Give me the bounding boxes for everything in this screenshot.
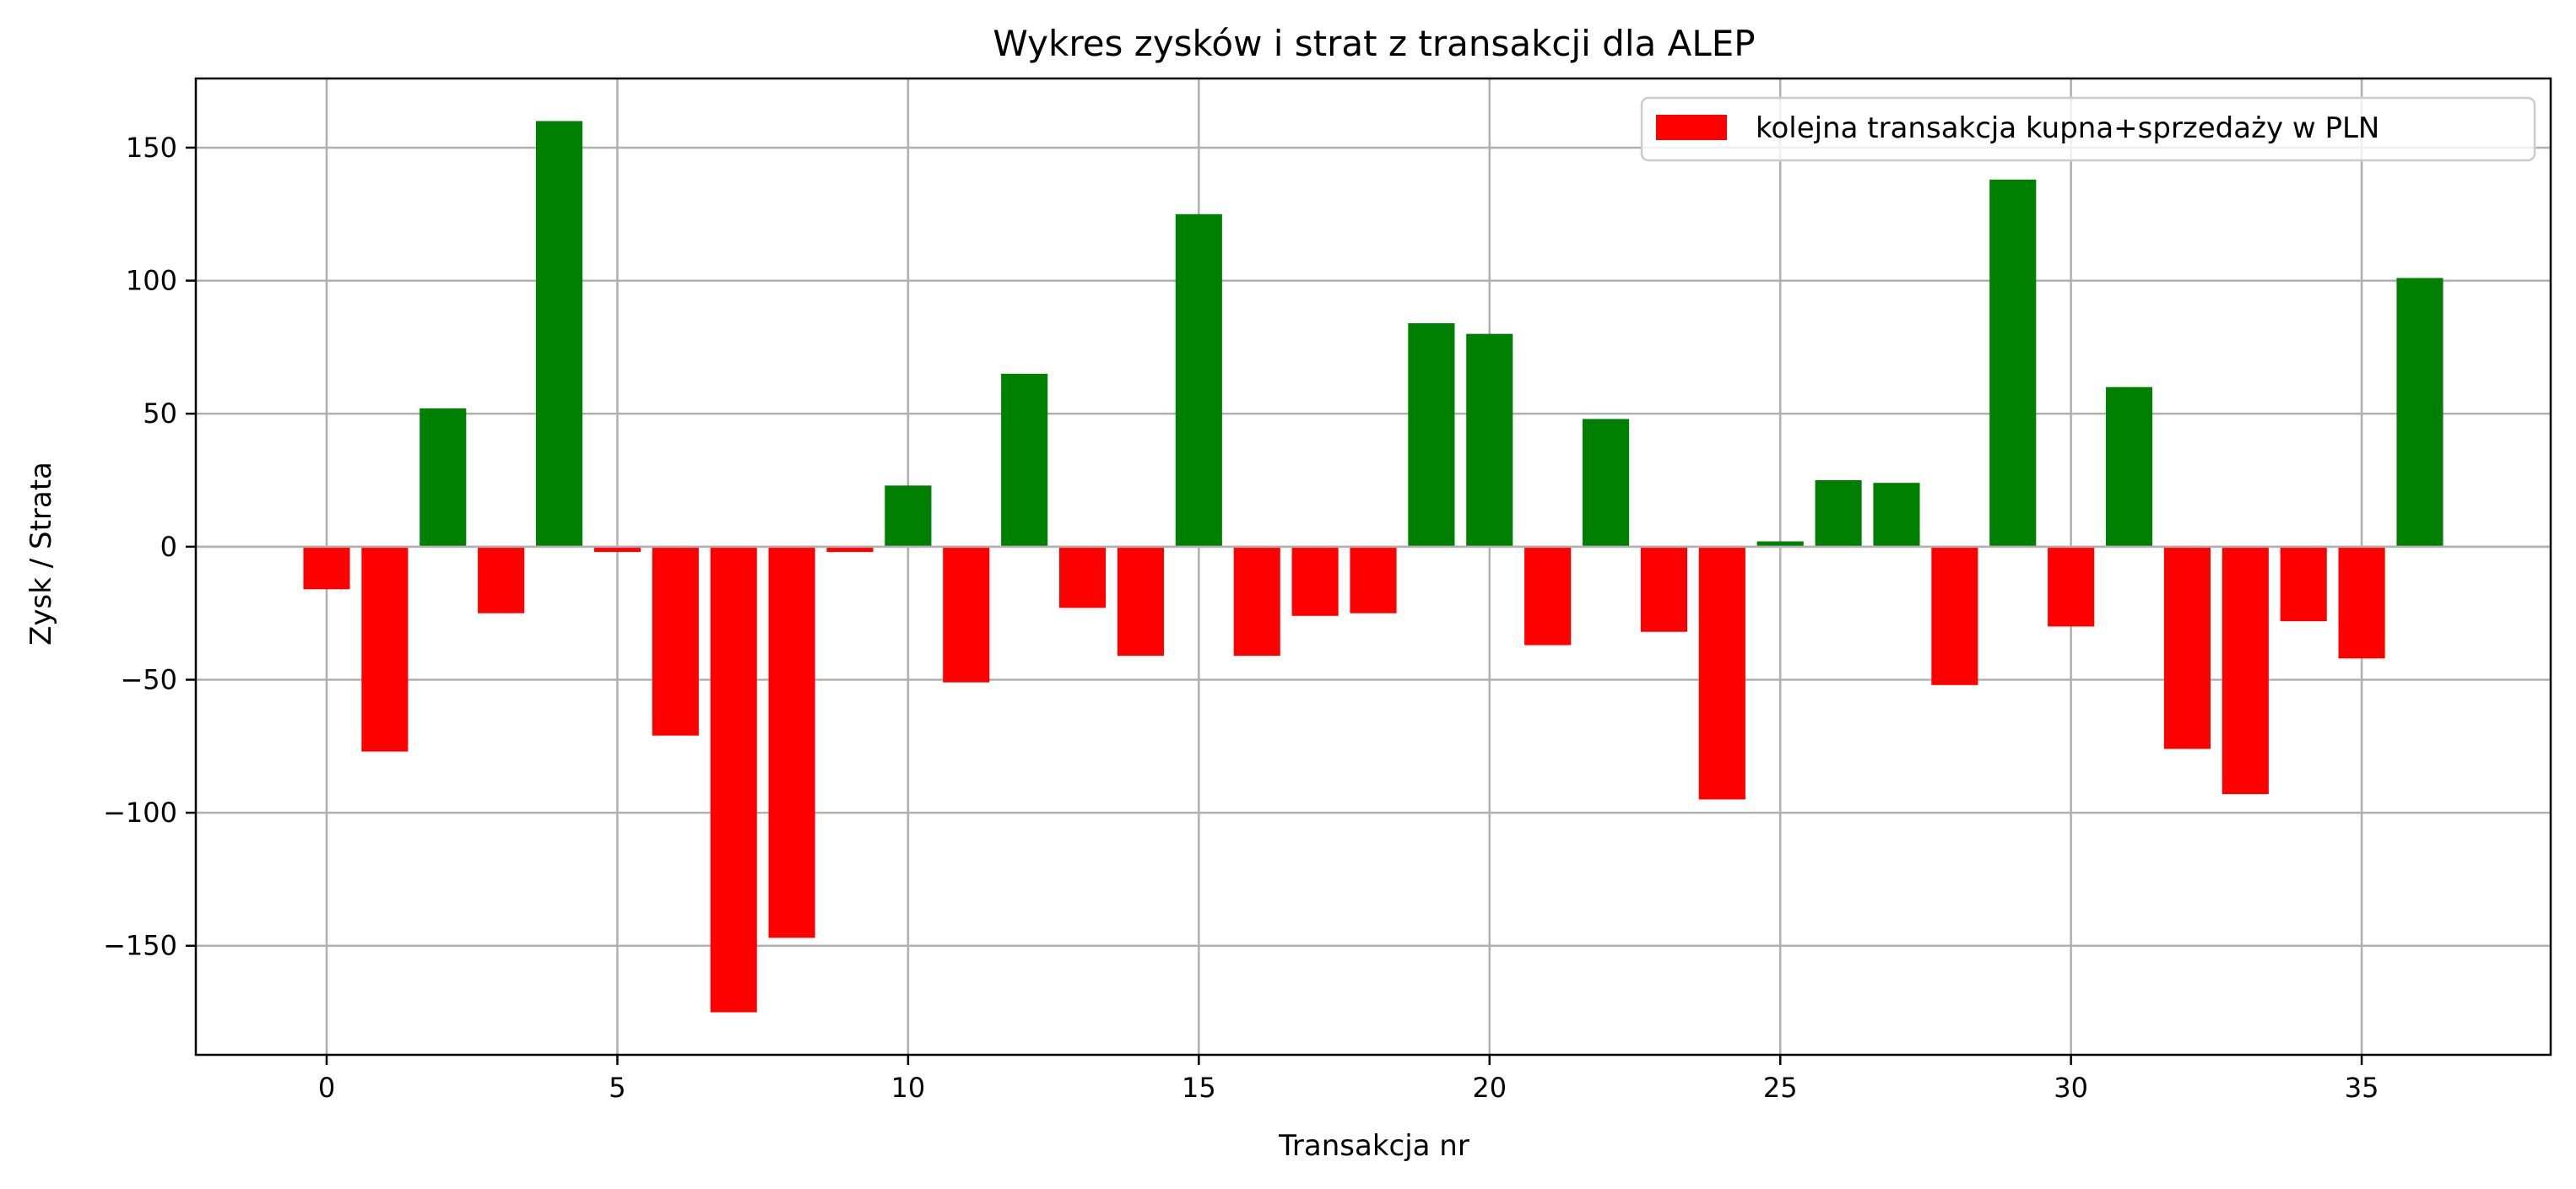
bar [361, 546, 409, 752]
bar [2106, 386, 2153, 547]
bar [1059, 546, 1107, 608]
bar [2163, 546, 2211, 749]
y-tick-label: −150 [103, 930, 177, 962]
bar [593, 546, 641, 553]
bar [1175, 213, 1222, 547]
bar [1989, 179, 2037, 547]
bar [419, 408, 467, 547]
bar [478, 546, 525, 613]
bar [2222, 546, 2269, 795]
bar [536, 121, 583, 547]
bar [943, 546, 990, 683]
legend-swatch [1656, 115, 1727, 140]
bar [2338, 546, 2385, 659]
bar [303, 546, 350, 590]
bar [1640, 546, 1687, 632]
bar [2048, 546, 2095, 627]
bar [1408, 323, 1455, 547]
y-axis-ticks: −150 −100 −50 0 50 100 150 [103, 132, 196, 962]
x-axis-label: Transakcja nr [1278, 1129, 1469, 1163]
legend-label: kolejna transakcja kupna+sprzedaży w PLN [1756, 111, 2379, 145]
x-tick-label: 0 [318, 1072, 335, 1104]
legend: kolejna transakcja kupna+sprzedaży w PLN [1640, 96, 2536, 162]
bar [2280, 546, 2327, 622]
bar [768, 546, 815, 938]
bar [652, 546, 699, 736]
bar [1233, 546, 1280, 657]
bar [1291, 546, 1339, 616]
bar [2396, 278, 2443, 547]
bar [1698, 546, 1745, 800]
bar [1583, 419, 1630, 547]
y-tick-label: −100 [103, 797, 177, 829]
bar [1756, 541, 1804, 547]
y-tick-label: 100 [126, 265, 177, 297]
legend-box [1640, 96, 2536, 162]
bar [885, 485, 932, 547]
y-tick-label: 50 [143, 397, 177, 430]
y-tick-label: 0 [160, 531, 177, 563]
y-axis-label: Zysk / Strata [24, 462, 58, 646]
bar [1001, 373, 1048, 547]
chart-title: Wykres zysków i strat z transakcji dla A… [993, 23, 1755, 64]
y-tick-label: −50 [120, 663, 177, 695]
bar [826, 546, 874, 553]
bar [1524, 546, 1572, 646]
y-tick-label: 150 [126, 132, 177, 164]
bars [303, 121, 2443, 1013]
x-tick-label: 15 [1182, 1072, 1216, 1104]
bar [1873, 483, 1920, 547]
x-tick-label: 35 [2345, 1072, 2379, 1104]
x-tick-label: 5 [609, 1072, 625, 1104]
x-tick-label: 10 [891, 1072, 926, 1104]
bar [1466, 333, 1513, 547]
bar [1117, 546, 1164, 657]
x-axis-ticks: 0 5 10 15 20 25 30 35 [318, 1055, 2379, 1104]
bar [1931, 546, 1978, 685]
bar [710, 546, 757, 1013]
x-tick-label: 25 [1763, 1072, 1798, 1104]
bar [1815, 480, 1862, 547]
bar [1350, 546, 1397, 613]
plot-frame [194, 77, 2552, 1057]
x-tick-label: 20 [1472, 1072, 1507, 1104]
x-tick-label: 30 [2054, 1072, 2088, 1104]
